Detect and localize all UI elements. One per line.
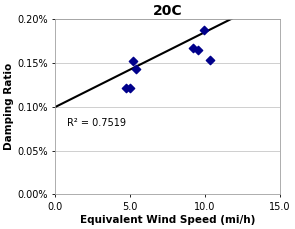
Point [123,86,128,90]
Point [191,46,196,50]
Point [134,67,139,71]
Point [195,48,200,52]
Point [201,28,206,32]
Title: 20C: 20C [153,4,183,18]
X-axis label: Equivalent Wind Speed (mi/h): Equivalent Wind Speed (mi/h) [80,215,255,225]
Point [131,60,135,63]
Text: R² = 0.7519: R² = 0.7519 [67,118,126,128]
Y-axis label: Damping Ratio: Damping Ratio [4,63,14,150]
Point [128,86,132,90]
Point [207,59,212,62]
